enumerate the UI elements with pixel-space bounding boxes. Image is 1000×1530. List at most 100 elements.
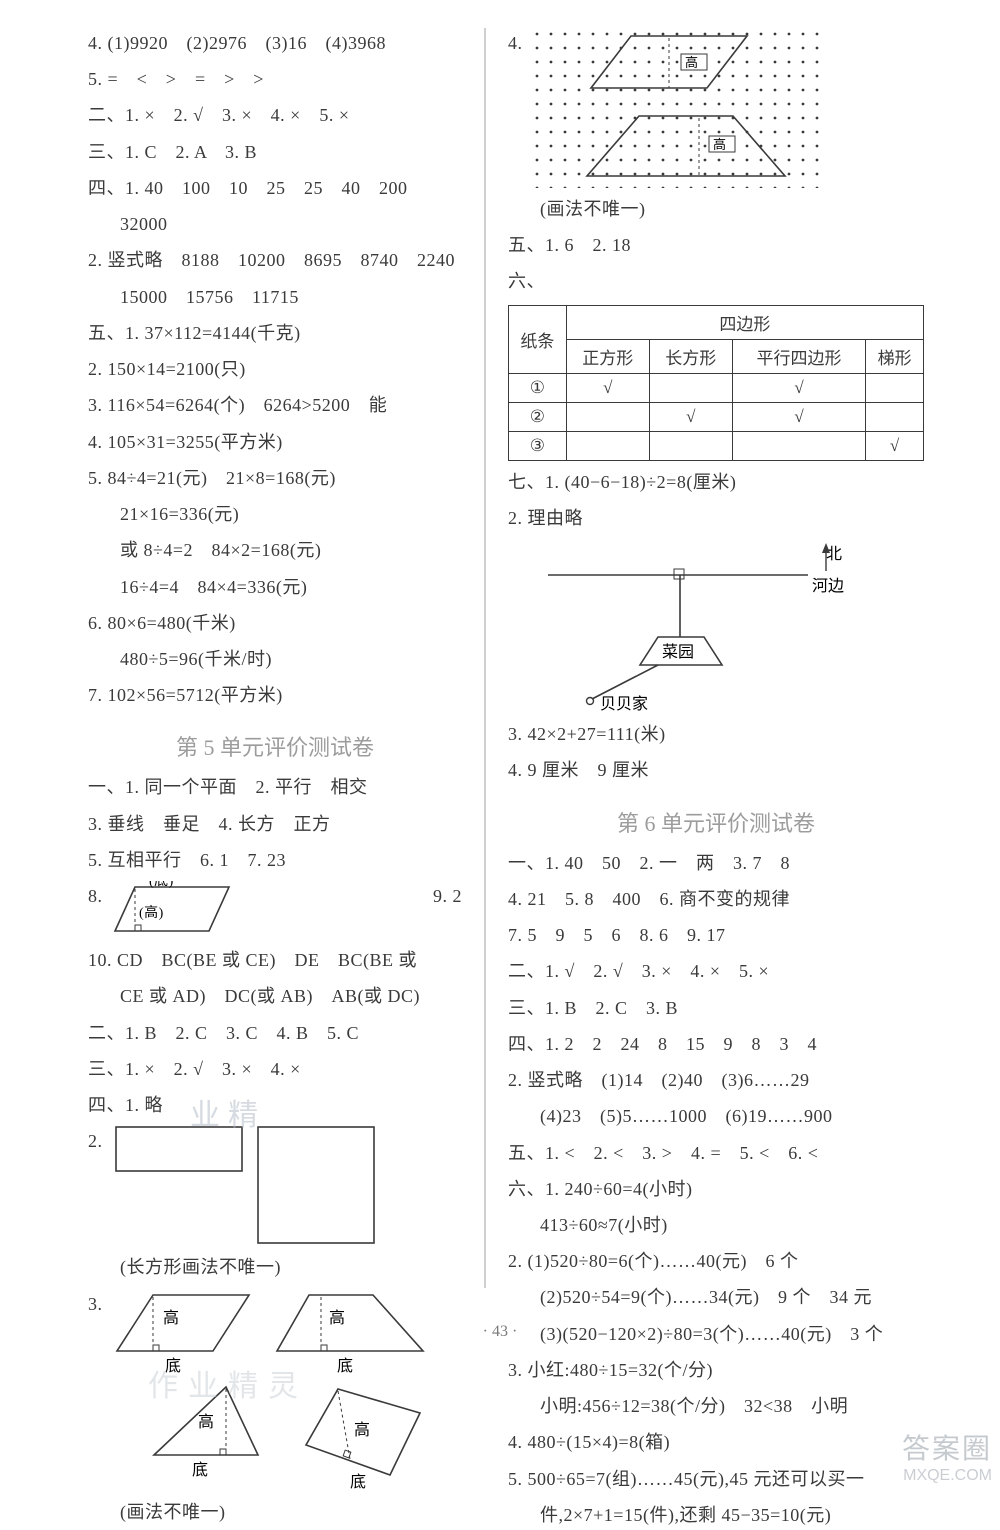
cell: [866, 402, 924, 431]
svg-text:河边: 河边: [812, 577, 844, 595]
text-line: 5. 500÷65=7(组)……45(元),45 元还可以买一: [508, 1464, 924, 1494]
svg-text:菜园: 菜园: [662, 643, 694, 661]
text-line: 二、1. B 2. C 3. C 4. B 5. C: [88, 1018, 462, 1048]
dot-grid-diagram: 高 高: [531, 28, 831, 188]
left-column: 4. (1)9920 (2)2976 (3)16 (4)3968 5. = < …: [88, 28, 462, 1471]
q2-row: 2.: [88, 1126, 462, 1246]
watermark-bottom: 作业精灵: [148, 1361, 308, 1405]
text-line: 4. 9 厘米 9 厘米: [508, 755, 924, 785]
table-row: ①√√: [509, 373, 924, 402]
text-line: 3. 116×54=6264(个) 6264>5200 能: [88, 390, 462, 420]
th-paper: 纸条: [509, 305, 567, 373]
cell: [649, 431, 732, 460]
text-line: 21×16=336(元): [88, 499, 462, 529]
q8-label: 8.: [88, 881, 103, 911]
th-col: 梯形: [866, 339, 924, 373]
row-label: ②: [509, 402, 567, 431]
text-line: 六、1. 240÷60=4(小时): [508, 1174, 924, 1204]
text-line: 2. 理由略: [508, 503, 924, 533]
watermark-domain: MXQE.COM: [902, 1467, 992, 1485]
dot-note: (画法不唯一): [508, 194, 924, 224]
svg-text:高: 高: [685, 55, 699, 70]
rect-note: (长方形画法不唯一): [88, 1252, 462, 1282]
text-line: 五、1. 37×112=4144(千克): [88, 318, 462, 348]
text-line: 6. 80×6=480(千米): [88, 608, 462, 638]
text-line: 7. 102×56=5712(平方米): [88, 680, 462, 710]
cell: [732, 431, 865, 460]
q9: 9. 2: [433, 881, 462, 911]
th-col: 正方形: [566, 339, 649, 373]
text-line: (2)520÷54=9(个)……34(元) 9 个 34 元: [508, 1282, 924, 1312]
text-line: 7. 5 9 5 6 8. 6 9. 17: [508, 920, 924, 950]
text-line: (4)23 (5)5……1000 (6)19……900: [508, 1101, 924, 1131]
text-line: 四、1. 2 2 24 8 15 9 8 3 4: [508, 1029, 924, 1059]
quad-table: 纸条 四边形 正方形长方形平行四边形梯形 ①√√②√√③√: [508, 305, 924, 461]
page-number: · 43 ·: [0, 1323, 1000, 1341]
text-line: CE 或 AD) DC(或 AB) AB(或 DC): [88, 981, 462, 1011]
text-line: 三、1. B 2. C 3. B: [508, 993, 924, 1023]
text-line: 五、1. < 2. < 3. > 4. = 5. < 6. <: [508, 1138, 924, 1168]
q2-label: 2.: [88, 1126, 103, 1156]
cell: √: [732, 373, 865, 402]
right-column: 4. 高 高 (画法不唯一) 五、1. 6 2. 18 六、 纸: [508, 28, 924, 1471]
text-line: 5. 84÷4=21(元) 21×8=168(元): [88, 463, 462, 493]
text-line: 15000 15756 11715: [88, 282, 462, 312]
unit6-heading: 第 6 单元评价测试卷: [508, 806, 924, 838]
column-divider: [484, 28, 486, 1288]
text-line: 2. 竖式略 8188 10200 8695 8740 2240: [88, 245, 462, 275]
cell: √: [566, 373, 649, 402]
text-line: 小明:456÷12=38(个/分) 32<38 小明: [508, 1391, 924, 1421]
text-line: 三、1. C 2. A 3. B: [88, 137, 462, 167]
text-line: 六、: [508, 266, 924, 296]
svg-text:北: 北: [826, 545, 842, 563]
text-line: 五、1. 6 2. 18: [508, 230, 924, 260]
text-line: 四、1. 40 100 10 25 25 40 200: [88, 173, 462, 203]
text-line: 4. 105×31=3255(平方米): [88, 427, 462, 457]
text-line: 2. (1)520÷80=6(个)……40(元) 6 个: [508, 1246, 924, 1276]
svg-text:底: 底: [192, 1461, 209, 1479]
svg-text:高: 高: [354, 1421, 371, 1439]
svg-text:高: 高: [713, 137, 727, 152]
text-line: 4. 480÷(15×4)=8(箱): [508, 1427, 924, 1457]
text-line: 四、1. 略: [88, 1090, 462, 1120]
label-base: (底): [149, 881, 174, 889]
r-q4: 4. 高 高: [508, 28, 924, 188]
text-line: 16÷4=4 84×4=336(元): [88, 572, 462, 602]
cell: √: [732, 402, 865, 431]
q8-row: 8. (底) (高) 9. 2: [88, 881, 462, 939]
svg-text:贝贝家: 贝贝家: [600, 695, 648, 711]
cell: [566, 431, 649, 460]
cell: [649, 373, 732, 402]
parallelogram-diagram: (底) (高): [113, 881, 243, 939]
text-line: 二、1. √ 2. √ 3. × 4. × 5. ×: [508, 956, 924, 986]
text-line: 5. 互相平行 6. 1 7. 23: [88, 845, 462, 875]
row-label: ③: [509, 431, 567, 460]
text-line: 480÷5=96(千米/时): [88, 644, 462, 674]
watermark-caps: 答案圈: [902, 1427, 992, 1467]
text-line: 413÷60≈7(小时): [508, 1210, 924, 1240]
text-line: 32000: [88, 209, 462, 239]
draw-note: (画法不唯一): [88, 1497, 462, 1527]
text-line: 一、1. 同一个平面 2. 平行 相交: [88, 772, 462, 802]
label-height: (高): [139, 904, 164, 921]
text-line: 4. (1)9920 (2)2976 (3)16 (4)3968: [88, 28, 462, 58]
text-line: 2. 150×14=2100(只): [88, 354, 462, 384]
shape-rhombus-hb: 高 底: [294, 1383, 434, 1491]
q3-label: 3.: [88, 1289, 103, 1319]
text-line: 5. = < > = > >: [88, 64, 462, 94]
text-line: 2. 竖式略 (1)14 (2)40 (3)6……29: [508, 1065, 924, 1095]
svg-text:高: 高: [198, 1413, 215, 1431]
cell: √: [866, 431, 924, 460]
th-col: 平行四边形: [732, 339, 865, 373]
text-line: 10. CD BC(BE 或 CE) DE BC(BE 或: [88, 945, 462, 975]
th-col: 长方形: [649, 339, 732, 373]
cell: [566, 402, 649, 431]
unit5-heading: 第 5 单元评价测试卷: [88, 730, 462, 762]
q4-label: 4.: [508, 28, 523, 188]
text-line: 一、1. 40 50 2. 一 两 3. 7 8: [508, 848, 924, 878]
th-quad: 四边形: [566, 305, 923, 339]
row-label: ①: [509, 373, 567, 402]
text-line: 三、1. × 2. √ 3. × 4. ×: [88, 1054, 462, 1084]
cell: √: [649, 402, 732, 431]
watermark-left: 业精: [190, 1090, 266, 1134]
